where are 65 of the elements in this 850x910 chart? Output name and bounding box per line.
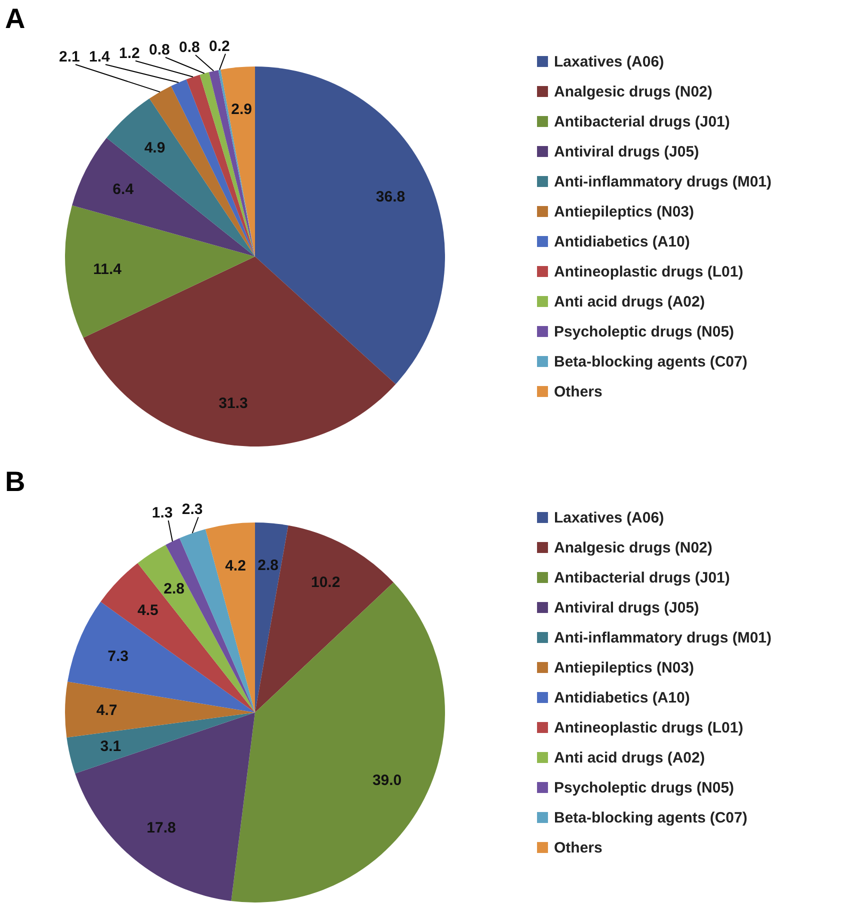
legend-label: Anti acid drugs (A02) xyxy=(554,750,705,766)
pie-slice xyxy=(186,74,255,256)
data-label: 3.1 xyxy=(100,738,122,756)
legend-label: Anti acid drugs (A02) xyxy=(554,294,705,310)
data-label: 4.7 xyxy=(96,702,118,720)
legend-label: Laxatives (A06) xyxy=(554,510,664,526)
data-label: 31.3 xyxy=(218,395,248,412)
legend-label: Antineoplastic drugs (L01) xyxy=(554,720,744,736)
pie-slice xyxy=(200,72,255,256)
legend-label: Others xyxy=(554,384,602,400)
data-label: 2.3 xyxy=(182,501,203,518)
pie-slice xyxy=(205,522,255,712)
pie-slice xyxy=(208,70,255,256)
data-label: 2.8 xyxy=(258,556,278,574)
data-label: 1.2 xyxy=(119,44,140,62)
legend-label: Beta-blocking agents (C07) xyxy=(554,354,748,370)
data-label: 4.9 xyxy=(144,139,166,156)
pie-slice xyxy=(171,79,255,256)
data-label: 6.4 xyxy=(112,180,134,198)
data-label: 7.3 xyxy=(108,648,129,665)
legend-label: Anti-inflammatory drugs (M01) xyxy=(554,174,772,190)
legend-label: Anti-inflammatory drugs (M01) xyxy=(554,630,772,646)
legend-label: Antineoplastic drugs (L01) xyxy=(554,264,744,280)
data-label: 17.8 xyxy=(146,819,176,836)
legend-label: Beta-blocking agents (C07) xyxy=(554,810,748,826)
pie-slice xyxy=(65,682,255,738)
pie-slice xyxy=(255,66,445,384)
data-label: 2.1 xyxy=(59,48,80,66)
data-label: 0.8 xyxy=(149,41,170,58)
legend-label: Analgesic drugs (N02) xyxy=(554,540,712,556)
data-label: 10.2 xyxy=(310,574,340,592)
pie-slice xyxy=(255,525,394,712)
legend-label: Antiepileptics (N03) xyxy=(554,204,694,220)
data-label: 2.9 xyxy=(231,100,252,118)
legend-label: Analgesic drugs (N02) xyxy=(554,84,712,100)
legend-label: Others xyxy=(554,840,602,856)
legend-label: Psycholeptic drugs (N05) xyxy=(554,780,734,796)
pie-slice xyxy=(65,205,255,338)
data-label: 39.0 xyxy=(372,772,402,789)
pie-slice xyxy=(106,98,255,256)
pie-slice xyxy=(138,544,255,712)
pie-slice xyxy=(83,256,396,446)
legend-label: Antidiabetics (A10) xyxy=(554,234,690,250)
pie-slice xyxy=(255,522,288,712)
legend-label: Laxatives (A06) xyxy=(554,54,664,70)
chart-title: A xyxy=(5,2,26,34)
data-label: 36.8 xyxy=(376,188,406,206)
pie-slice xyxy=(166,538,255,712)
legend-label: Antiviral drugs (J05) xyxy=(554,144,700,160)
data-label: 0.2 xyxy=(209,38,230,55)
legend-label: Antidiabetics (A10) xyxy=(554,690,690,706)
data-label: 11.4 xyxy=(93,261,122,278)
legend-label: Antibacterial drugs (J01) xyxy=(554,570,730,586)
data-label: 1.4 xyxy=(89,48,111,66)
data-label: 4.5 xyxy=(138,602,158,620)
data-label: 2.8 xyxy=(164,580,184,598)
legend-label: Psycholeptic drugs (N05) xyxy=(554,324,734,340)
legend-label: Antiviral drugs (J05) xyxy=(554,600,700,616)
legend-label: Antibacterial drugs (J01) xyxy=(554,114,730,130)
data-label: 1.3 xyxy=(152,504,173,522)
chart-title: B xyxy=(5,466,26,498)
data-label: 4.2 xyxy=(225,558,246,575)
pie-slice xyxy=(72,138,255,256)
data-label: 0.8 xyxy=(179,39,200,56)
legend-label: Antiepileptics (N03) xyxy=(554,660,694,676)
